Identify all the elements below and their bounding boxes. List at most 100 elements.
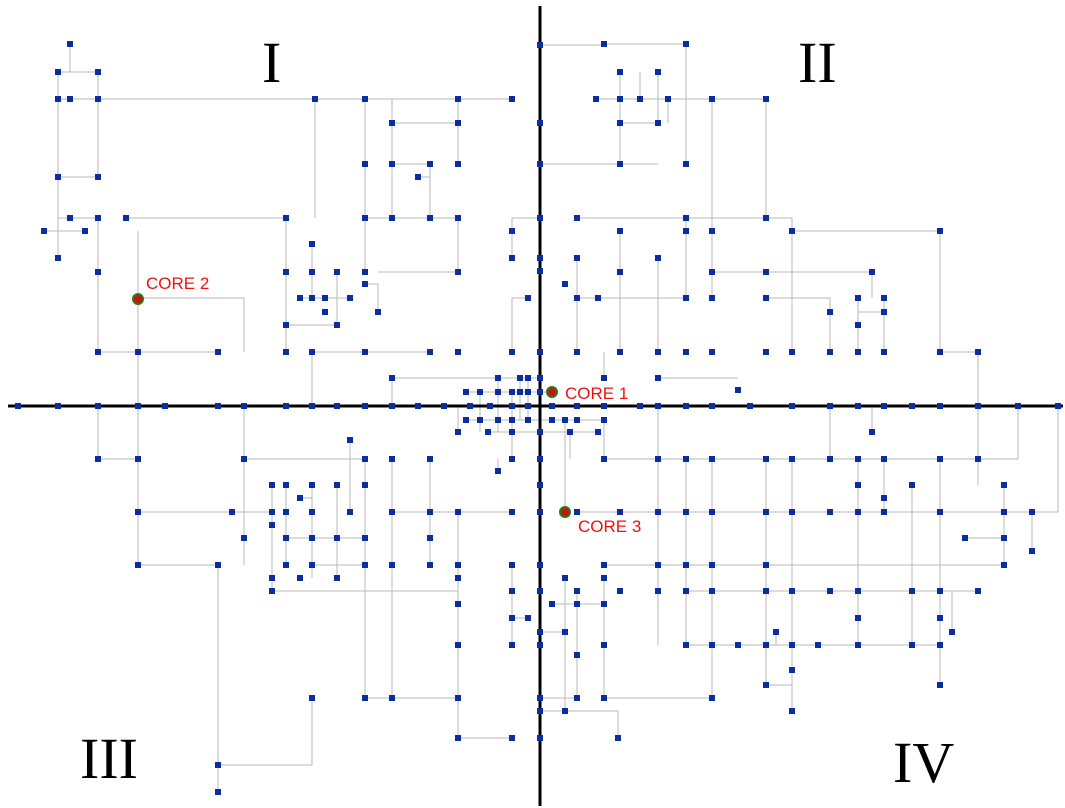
node-layer bbox=[15, 41, 1061, 795]
router-node bbox=[455, 215, 461, 221]
router-node bbox=[322, 309, 328, 315]
router-node bbox=[1055, 403, 1061, 409]
router-node bbox=[617, 509, 623, 515]
wire-segment bbox=[639, 72, 659, 123]
router-node bbox=[509, 96, 515, 102]
router-node bbox=[362, 349, 368, 355]
router-node bbox=[509, 456, 515, 462]
router-node bbox=[763, 295, 769, 301]
router-node bbox=[1015, 403, 1021, 409]
router-node bbox=[655, 588, 661, 594]
router-node bbox=[485, 429, 491, 435]
router-node bbox=[297, 575, 303, 581]
router-node bbox=[909, 482, 915, 488]
router-node bbox=[881, 509, 887, 515]
router-node bbox=[537, 642, 543, 648]
router-node bbox=[283, 215, 289, 221]
router-node bbox=[95, 269, 101, 275]
wire-segment bbox=[457, 512, 512, 739]
router-node bbox=[309, 509, 315, 515]
router-node bbox=[683, 349, 689, 355]
router-node bbox=[709, 509, 715, 515]
wire-segment bbox=[57, 71, 99, 100]
router-node bbox=[215, 562, 221, 568]
router-node bbox=[283, 562, 289, 568]
router-node bbox=[763, 682, 769, 688]
router-node bbox=[593, 96, 599, 102]
router-node bbox=[601, 562, 607, 568]
router-node bbox=[937, 642, 943, 648]
router-node bbox=[309, 295, 315, 301]
wire-segment bbox=[978, 406, 1019, 460]
router-node bbox=[55, 69, 61, 75]
router-node bbox=[215, 403, 221, 409]
router-node bbox=[455, 96, 461, 102]
router-node bbox=[709, 349, 715, 355]
router-node bbox=[389, 456, 395, 462]
router-node bbox=[135, 562, 141, 568]
router-node bbox=[241, 403, 247, 409]
router-node bbox=[455, 575, 461, 581]
router-node bbox=[509, 509, 515, 515]
router-node bbox=[601, 403, 607, 409]
router-node bbox=[815, 642, 821, 648]
router-node bbox=[1001, 482, 1007, 488]
router-node bbox=[455, 695, 461, 701]
wire-segment bbox=[511, 297, 528, 352]
router-node bbox=[683, 228, 689, 234]
router-node bbox=[601, 575, 607, 581]
router-node bbox=[477, 417, 483, 423]
wire-segment bbox=[138, 297, 245, 352]
router-node bbox=[334, 322, 340, 328]
wire-segment bbox=[57, 99, 99, 178]
router-node bbox=[937, 228, 943, 234]
router-node bbox=[537, 562, 543, 568]
router-node bbox=[334, 482, 340, 488]
router-node bbox=[962, 535, 968, 541]
router-node bbox=[537, 215, 543, 221]
wire-segment bbox=[619, 72, 658, 165]
router-node bbox=[95, 69, 101, 75]
router-node bbox=[375, 309, 381, 315]
wire-segment bbox=[940, 351, 979, 406]
router-node bbox=[601, 642, 607, 648]
router-node bbox=[241, 535, 247, 541]
router-node bbox=[67, 41, 73, 47]
router-node bbox=[567, 429, 573, 435]
router-node bbox=[215, 349, 221, 355]
router-node bbox=[709, 642, 715, 648]
router-node bbox=[427, 562, 433, 568]
router-node bbox=[309, 482, 315, 488]
router-node bbox=[683, 509, 689, 515]
router-node bbox=[909, 588, 915, 594]
router-node bbox=[537, 349, 543, 355]
router-node bbox=[509, 735, 515, 741]
router-node bbox=[509, 389, 515, 395]
router-node bbox=[309, 269, 315, 275]
router-node bbox=[683, 403, 689, 409]
router-node bbox=[269, 588, 275, 594]
router-node bbox=[283, 509, 289, 515]
router-node bbox=[95, 403, 101, 409]
router-node bbox=[735, 387, 741, 393]
router-node bbox=[881, 349, 887, 355]
core-1-label: CORE 1 bbox=[565, 384, 628, 403]
router-node bbox=[135, 509, 141, 515]
router-node bbox=[455, 120, 461, 126]
router-node bbox=[683, 215, 689, 221]
router-node bbox=[763, 269, 769, 275]
router-node bbox=[709, 403, 715, 409]
wire-segment bbox=[603, 352, 738, 379]
router-node bbox=[362, 695, 368, 701]
wire-segment bbox=[218, 698, 313, 766]
router-node bbox=[283, 403, 289, 409]
router-node bbox=[617, 69, 623, 75]
quadrant-label-ii: II bbox=[798, 30, 837, 95]
router-node bbox=[495, 375, 501, 381]
wire-segment bbox=[137, 459, 219, 792]
router-node bbox=[683, 161, 689, 167]
router-node bbox=[509, 403, 515, 409]
router-node bbox=[789, 642, 795, 648]
router-node bbox=[763, 562, 769, 568]
